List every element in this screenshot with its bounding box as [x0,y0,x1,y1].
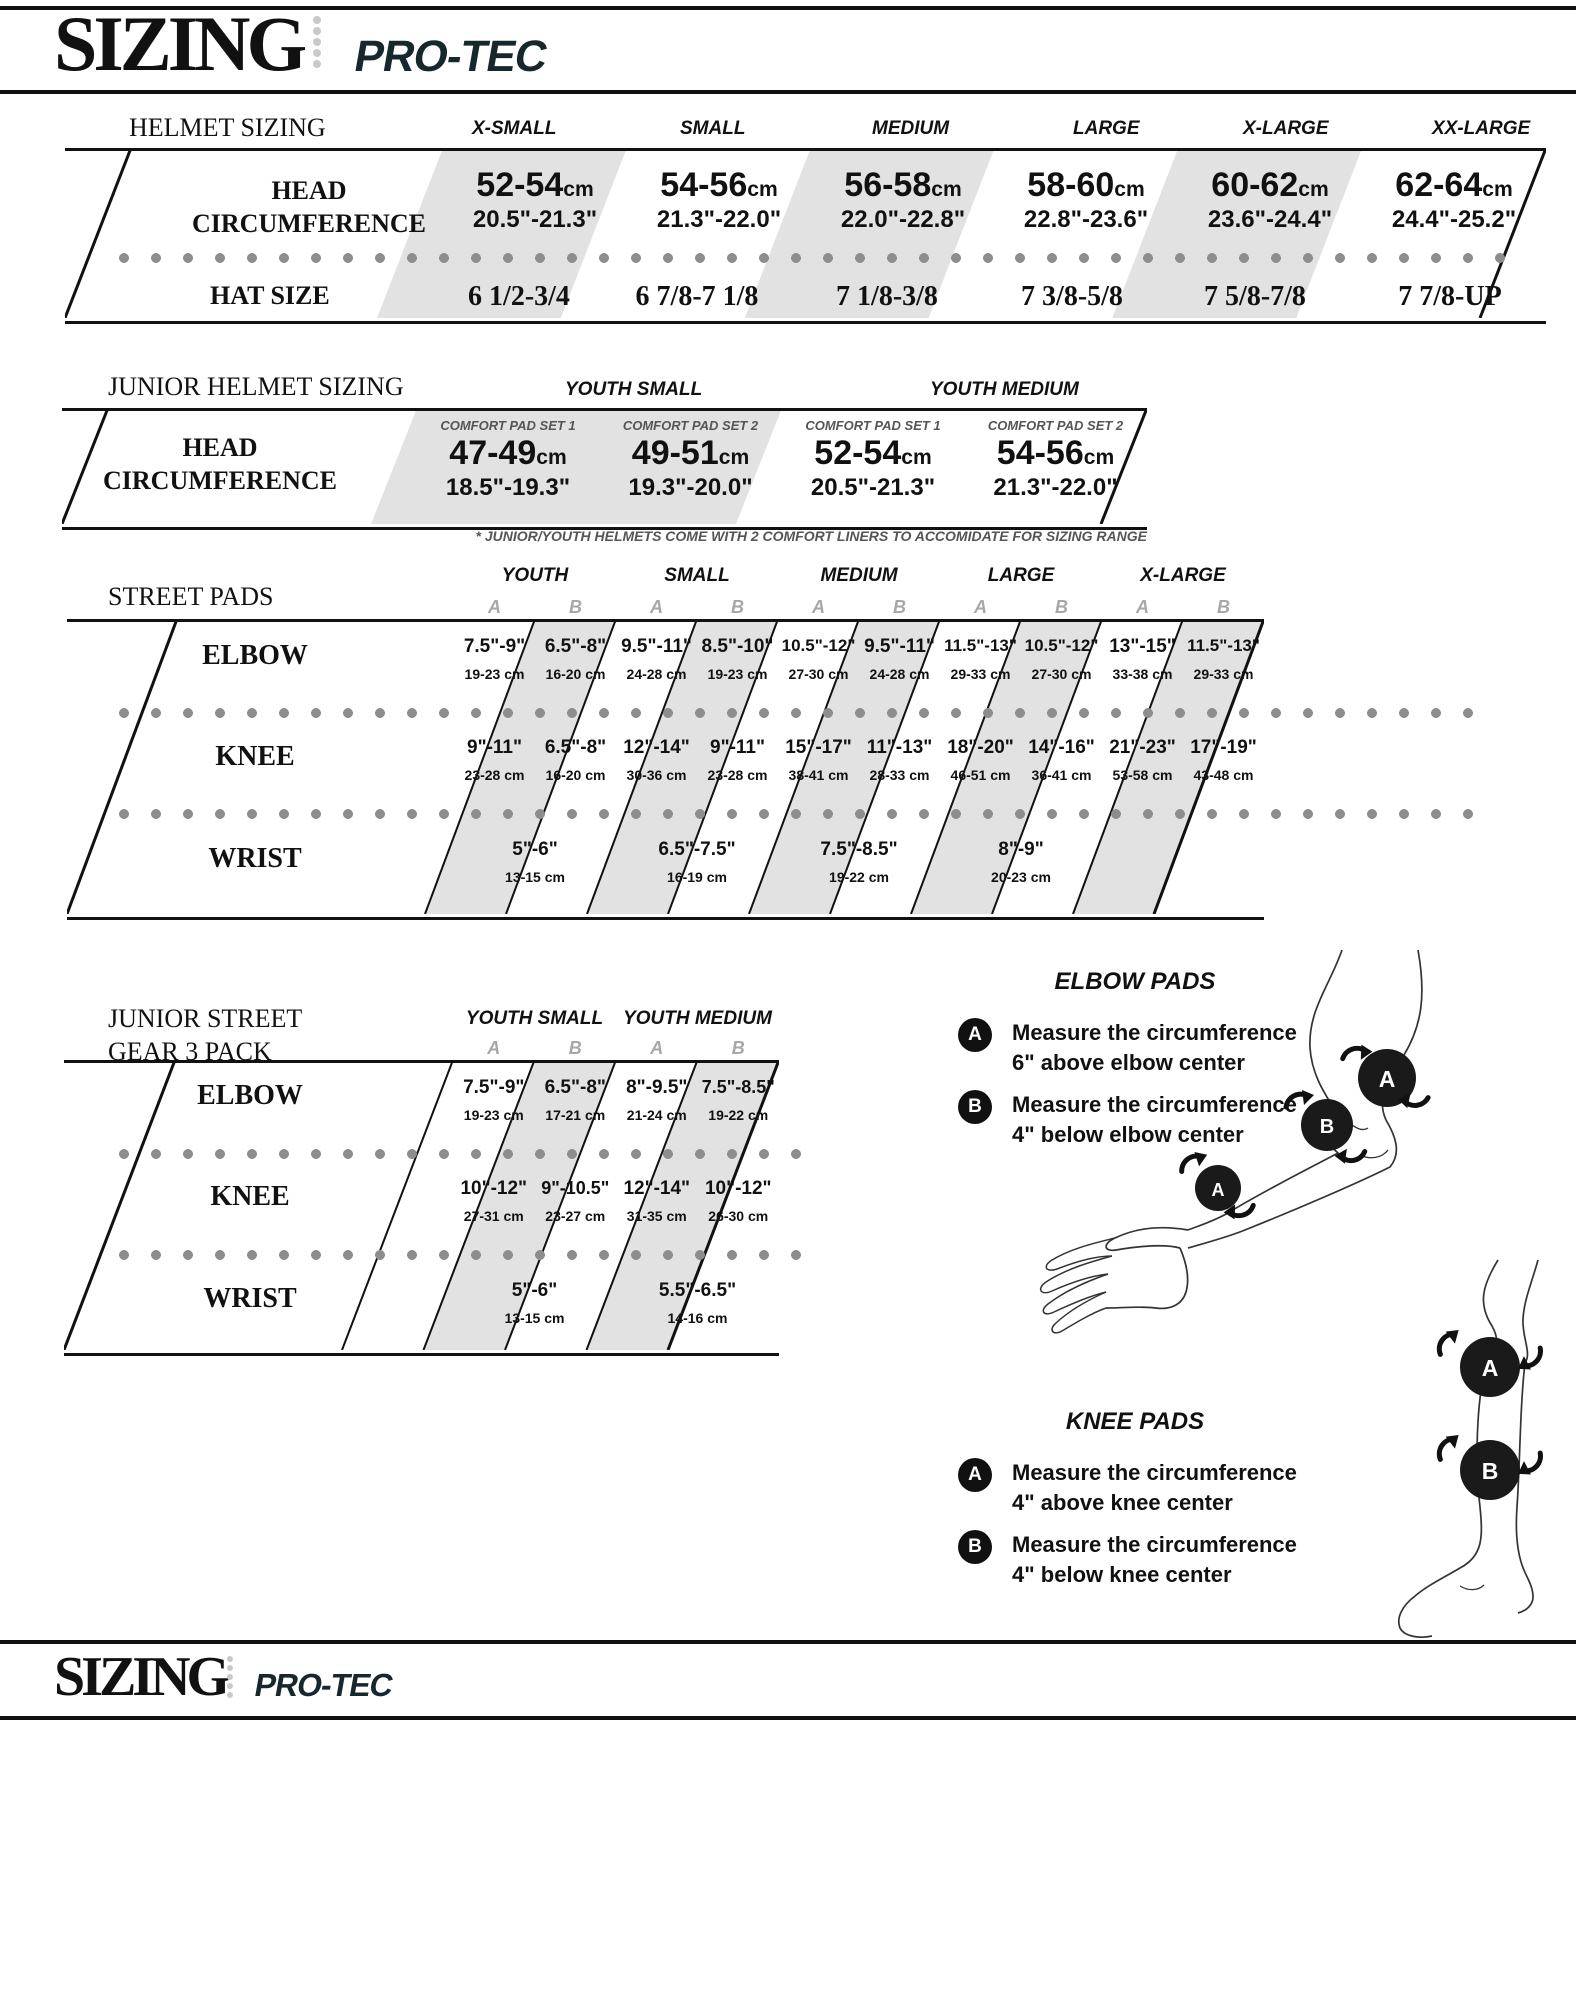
svg-text:A: A [1379,1066,1396,1092]
svg-text:B: B [1482,1458,1499,1484]
svg-text:A: A [1482,1355,1499,1381]
svg-text:B: B [1320,1116,1334,1138]
svg-text:A: A [1212,1180,1225,1200]
